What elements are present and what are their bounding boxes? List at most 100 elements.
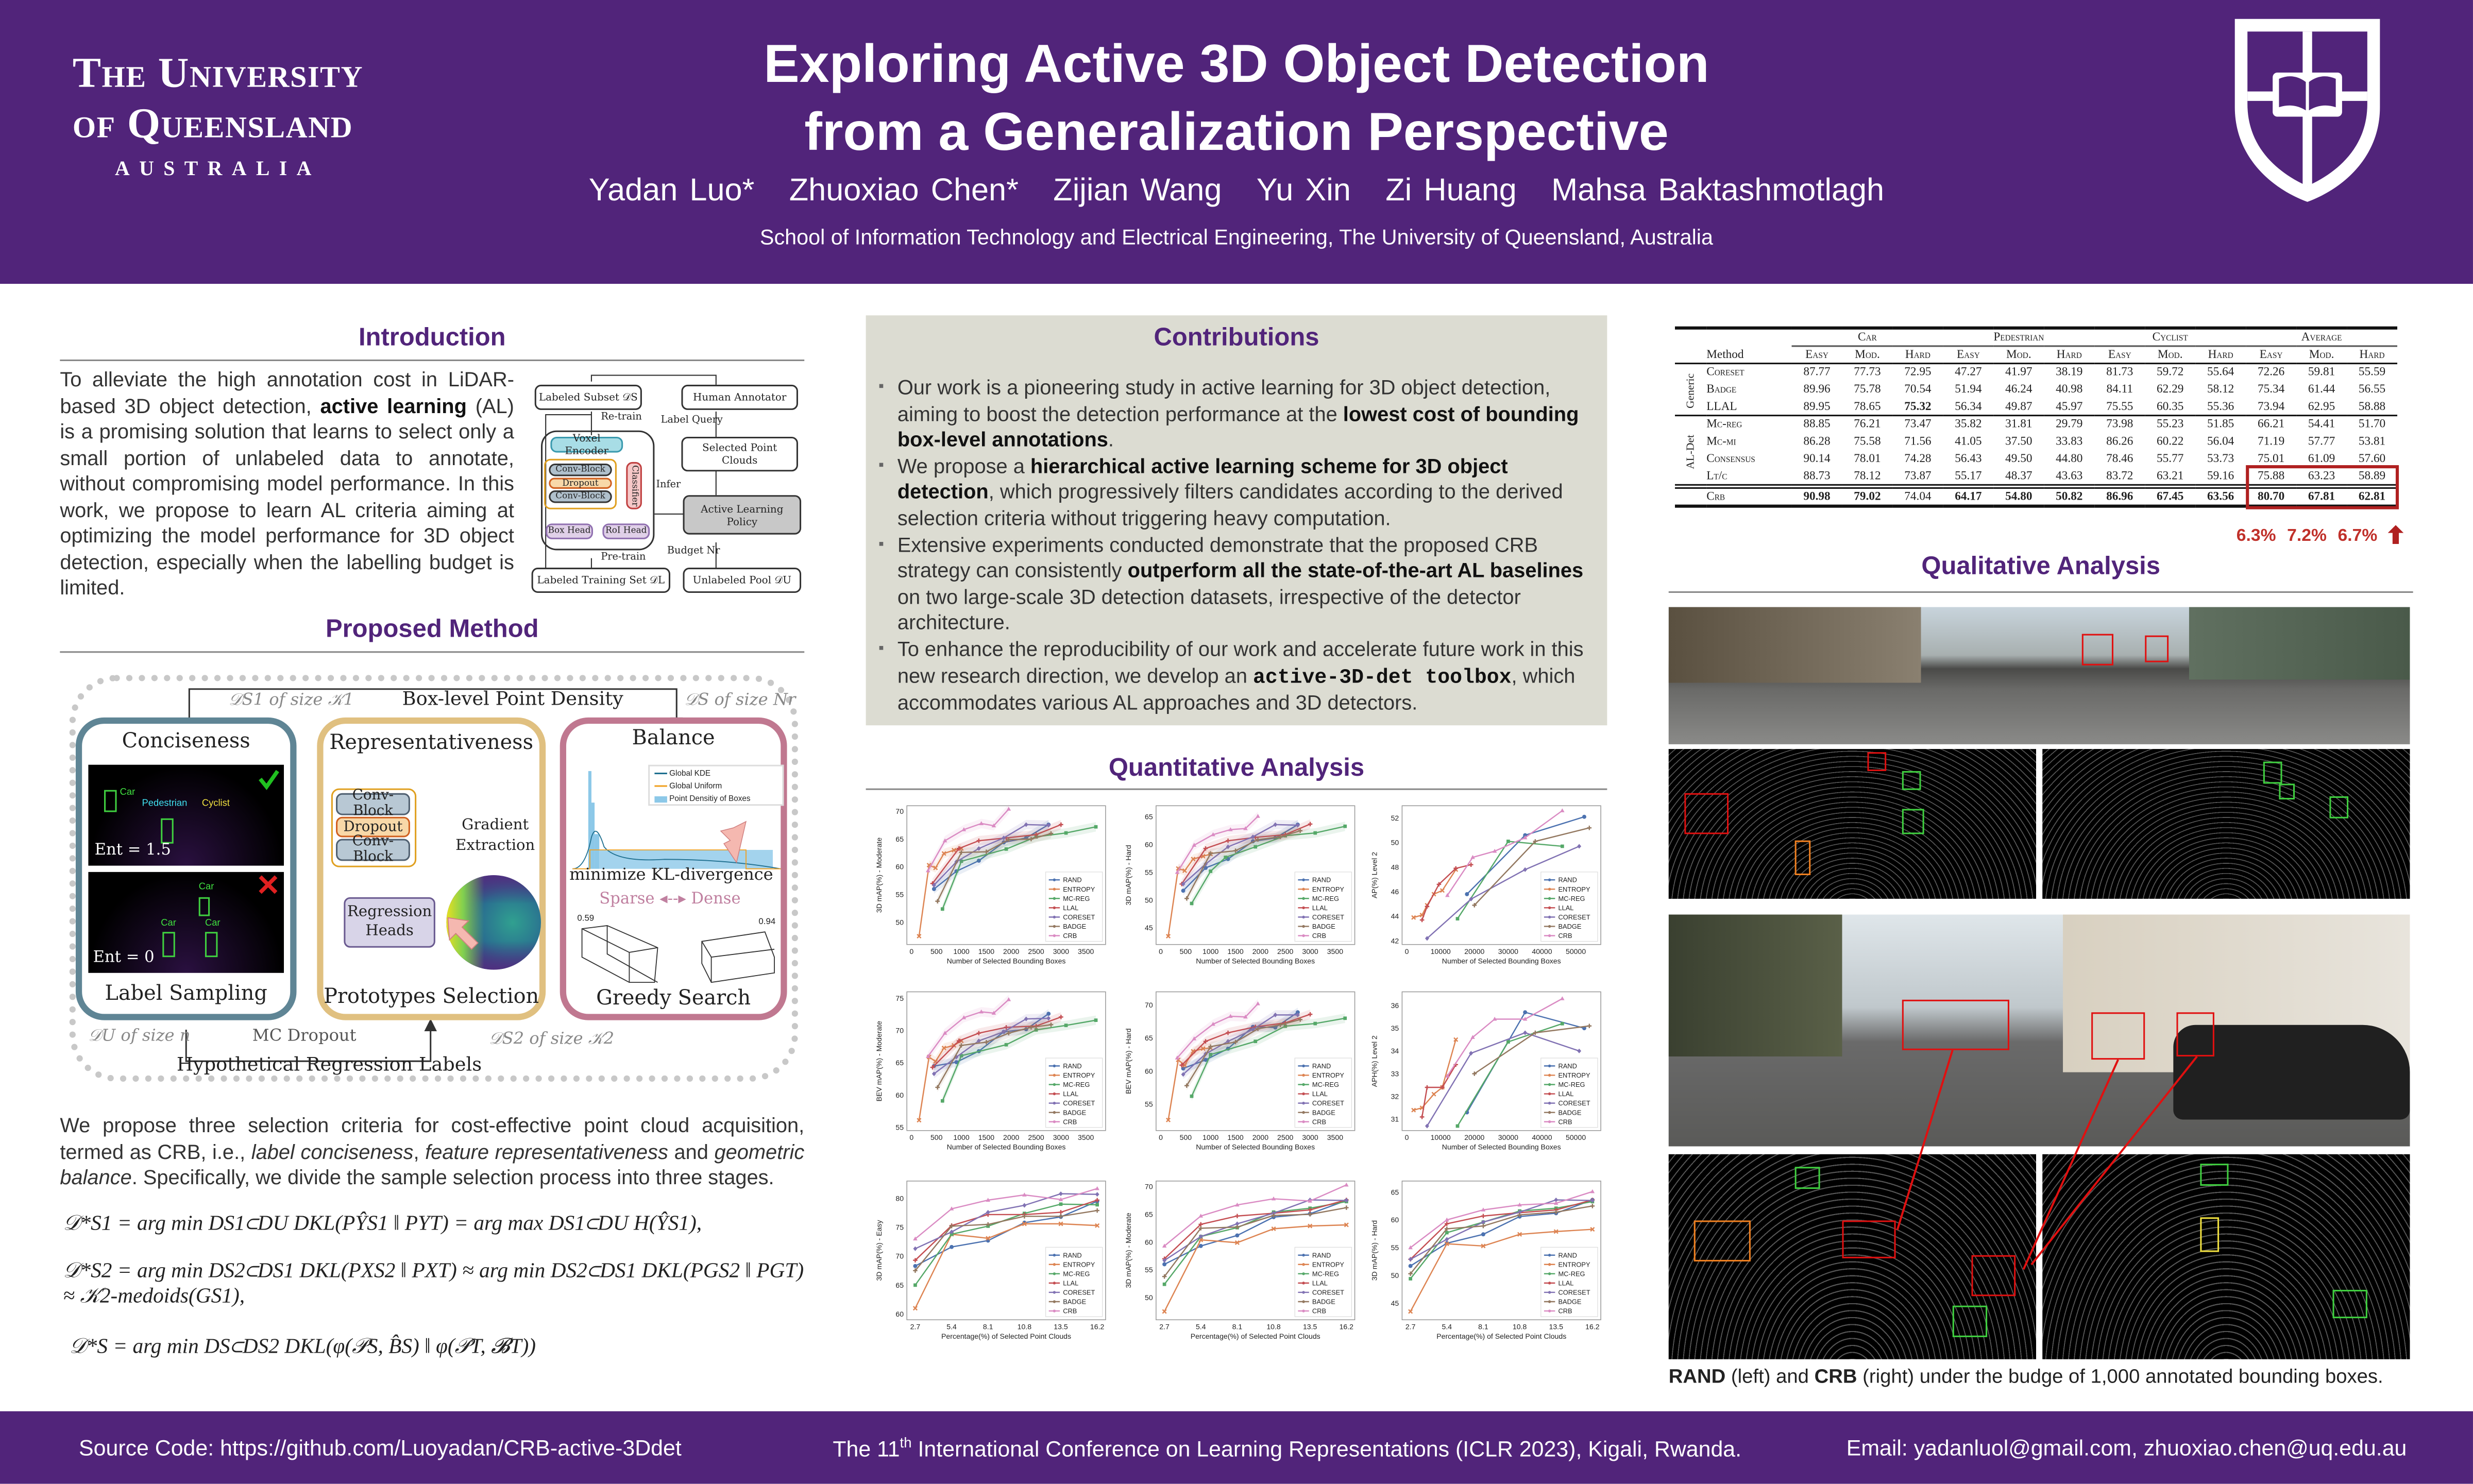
data-point	[1465, 892, 1469, 896]
table-cell: 84.11	[2106, 381, 2133, 396]
series-line-crb	[927, 808, 1009, 871]
table-cell: 90.98	[1803, 488, 1831, 502]
x-tick-label: 5.4	[946, 1323, 957, 1331]
legend-marker	[1302, 906, 1305, 910]
cycle-border	[69, 675, 798, 1082]
y-tick-label: 52	[1391, 814, 1399, 822]
budget-label: Budget Nr	[667, 545, 720, 557]
legend-label: MC-REG	[1063, 1270, 1090, 1277]
point-cloud-rand-1	[1668, 749, 2037, 899]
labeled-subset-box: Labeled Subset 𝒟S	[534, 384, 642, 410]
data-point	[931, 1071, 936, 1077]
intro-heading: Introduction	[358, 325, 506, 352]
data-point	[1235, 1233, 1240, 1238]
stage-label: Label Sampling	[105, 982, 267, 1007]
legend-marker	[1548, 925, 1551, 928]
chart-svg: 55 60 65 70 0 500 1000 1500 2000 2500 3000 3500 Numb…	[1124, 991, 1356, 1151]
x-tick-label: 30000	[1498, 1133, 1518, 1141]
x-tick-label: 30000	[1498, 947, 1518, 956]
kl-label: minimize KL-divergence	[569, 865, 773, 885]
table-row: Crb 90.98 79.02 74.04 64.17 54.80 50.82 86.96 67…	[1674, 485, 2398, 506]
text-part: , which accommodates various AL approach…	[897, 663, 1576, 715]
legend-label: ENTROPY	[1063, 885, 1095, 893]
table-cell: 61.44	[2308, 381, 2335, 396]
x-tick-label: 2000	[1252, 1133, 1268, 1141]
y-axis-label: 3D mAP(%) - Moderate	[1124, 1213, 1132, 1288]
legend-label: BADGE	[1063, 1298, 1086, 1306]
email-contact[interactable]: Email: yadanluol@gmail.com, zhuoxiao.che…	[1846, 1435, 2407, 1460]
data-point	[961, 827, 967, 831]
empty-cell	[1675, 328, 1792, 346]
y-tick-label: 44	[1391, 912, 1399, 920]
data-point	[1058, 1210, 1063, 1215]
legend-label: RAND	[1063, 1062, 1081, 1070]
author: Zijian Wang	[1053, 173, 1222, 209]
table-cell: 86.28	[1803, 433, 1831, 448]
table-cell: 53.73	[2207, 451, 2234, 466]
data-point	[912, 1306, 918, 1311]
table-cell: 60.22	[2157, 433, 2184, 448]
series-line-crb	[914, 1188, 1098, 1240]
intro-text-part: To alleviate the high annotation cost in…	[60, 367, 514, 417]
table-cell: 75.88	[2257, 467, 2285, 482]
legend-label: BADGE	[1063, 923, 1086, 930]
data-point	[976, 838, 981, 843]
legend-marker	[1302, 1083, 1305, 1086]
y-axis-label: BEV mAP(%) - Moderate	[875, 1021, 883, 1102]
data-point	[1162, 1243, 1167, 1248]
table-cell: 31.81	[2005, 416, 2032, 431]
legend-label: BADGE	[1558, 1298, 1581, 1306]
caption-text: (left) and	[1725, 1365, 1815, 1388]
data-point	[1059, 1202, 1063, 1206]
x-tick-label: 10000	[1431, 1133, 1451, 1141]
legend-marker	[1548, 1101, 1551, 1105]
legend-label: CRB	[1312, 932, 1326, 940]
series-line-badge	[937, 832, 1052, 902]
data-point	[1162, 1309, 1167, 1314]
confidence-band	[937, 1020, 1052, 1093]
y-tick-label: 35	[1391, 1024, 1399, 1032]
chart-svg: 45 50 55 60 65 0 500 1000 1500 2000 2500 3000 3500 Nu…	[1124, 805, 1356, 965]
confidence-band	[1183, 1010, 1298, 1080]
equation-3: 𝒟*S = arg min DS⊂DS2 DKL(φ(𝒫S, B̂S) ‖ φ(…	[69, 1334, 536, 1358]
caption-bold: RAND	[1668, 1365, 1726, 1388]
data-point	[959, 1043, 964, 1048]
series-line-llal	[1181, 1013, 1311, 1066]
chart-7: 60 65 70 75 80 2.7 5.4 8.1 10.8 13.5 16.2 Percentag…	[872, 1175, 1112, 1352]
x-axis-label: Number of Selected Bounding Boxes	[947, 1143, 1066, 1151]
table-cell: 45.97	[2056, 398, 2083, 413]
legend-label: MC-REG	[1558, 1270, 1585, 1277]
legend-marker	[1302, 888, 1305, 891]
data-point	[976, 858, 981, 863]
uni-line-3: AUSTRALIA	[115, 156, 321, 180]
x-tick-label: 10.8	[1513, 1323, 1527, 1331]
x-tick-label: 1500	[978, 947, 994, 956]
data-point	[913, 1268, 918, 1273]
footer: Source Code: https://github.com/Luoyadan…	[0, 1411, 2473, 1484]
legend-label: ENTROPY	[1558, 885, 1590, 893]
difficulty-header: Easy	[1805, 347, 1828, 362]
source-code-link[interactable]: Source Code: https://github.com/Luoyadan…	[79, 1435, 682, 1460]
table-cell: 75.32	[1904, 398, 1932, 413]
legend-marker	[1302, 1291, 1305, 1294]
x-axis-label: Number of Selected Bounding Boxes	[1442, 1143, 1561, 1151]
bbox	[1684, 793, 1729, 834]
group-header: Average	[2246, 328, 2398, 347]
legend-label: MC-REG	[1063, 895, 1090, 902]
data-point	[1192, 1036, 1197, 1040]
data-point	[1517, 1232, 1522, 1237]
bbox-illustrations	[581, 925, 775, 983]
table-row: AL-Det Mc-reg 88.85 76.21 73.47 35.82 31.81 29.…	[1674, 415, 2398, 469]
data-point	[933, 865, 938, 871]
y-axis-label: APH(%) Level 2	[1370, 1035, 1378, 1087]
contribution-item: Our work is a pioneering study in active…	[878, 376, 1596, 454]
legend-marker	[1053, 1282, 1056, 1285]
table-cell: 37.50	[2005, 433, 2032, 448]
text-italic: geometric balance	[60, 1139, 805, 1189]
table-cell: 56.04	[2207, 433, 2234, 448]
x-tick-label: 2500	[1028, 1133, 1044, 1141]
legend-label: CORESET	[1312, 1289, 1344, 1297]
y-tick-label: 70	[895, 1252, 904, 1260]
legend-marker	[1302, 934, 1305, 937]
